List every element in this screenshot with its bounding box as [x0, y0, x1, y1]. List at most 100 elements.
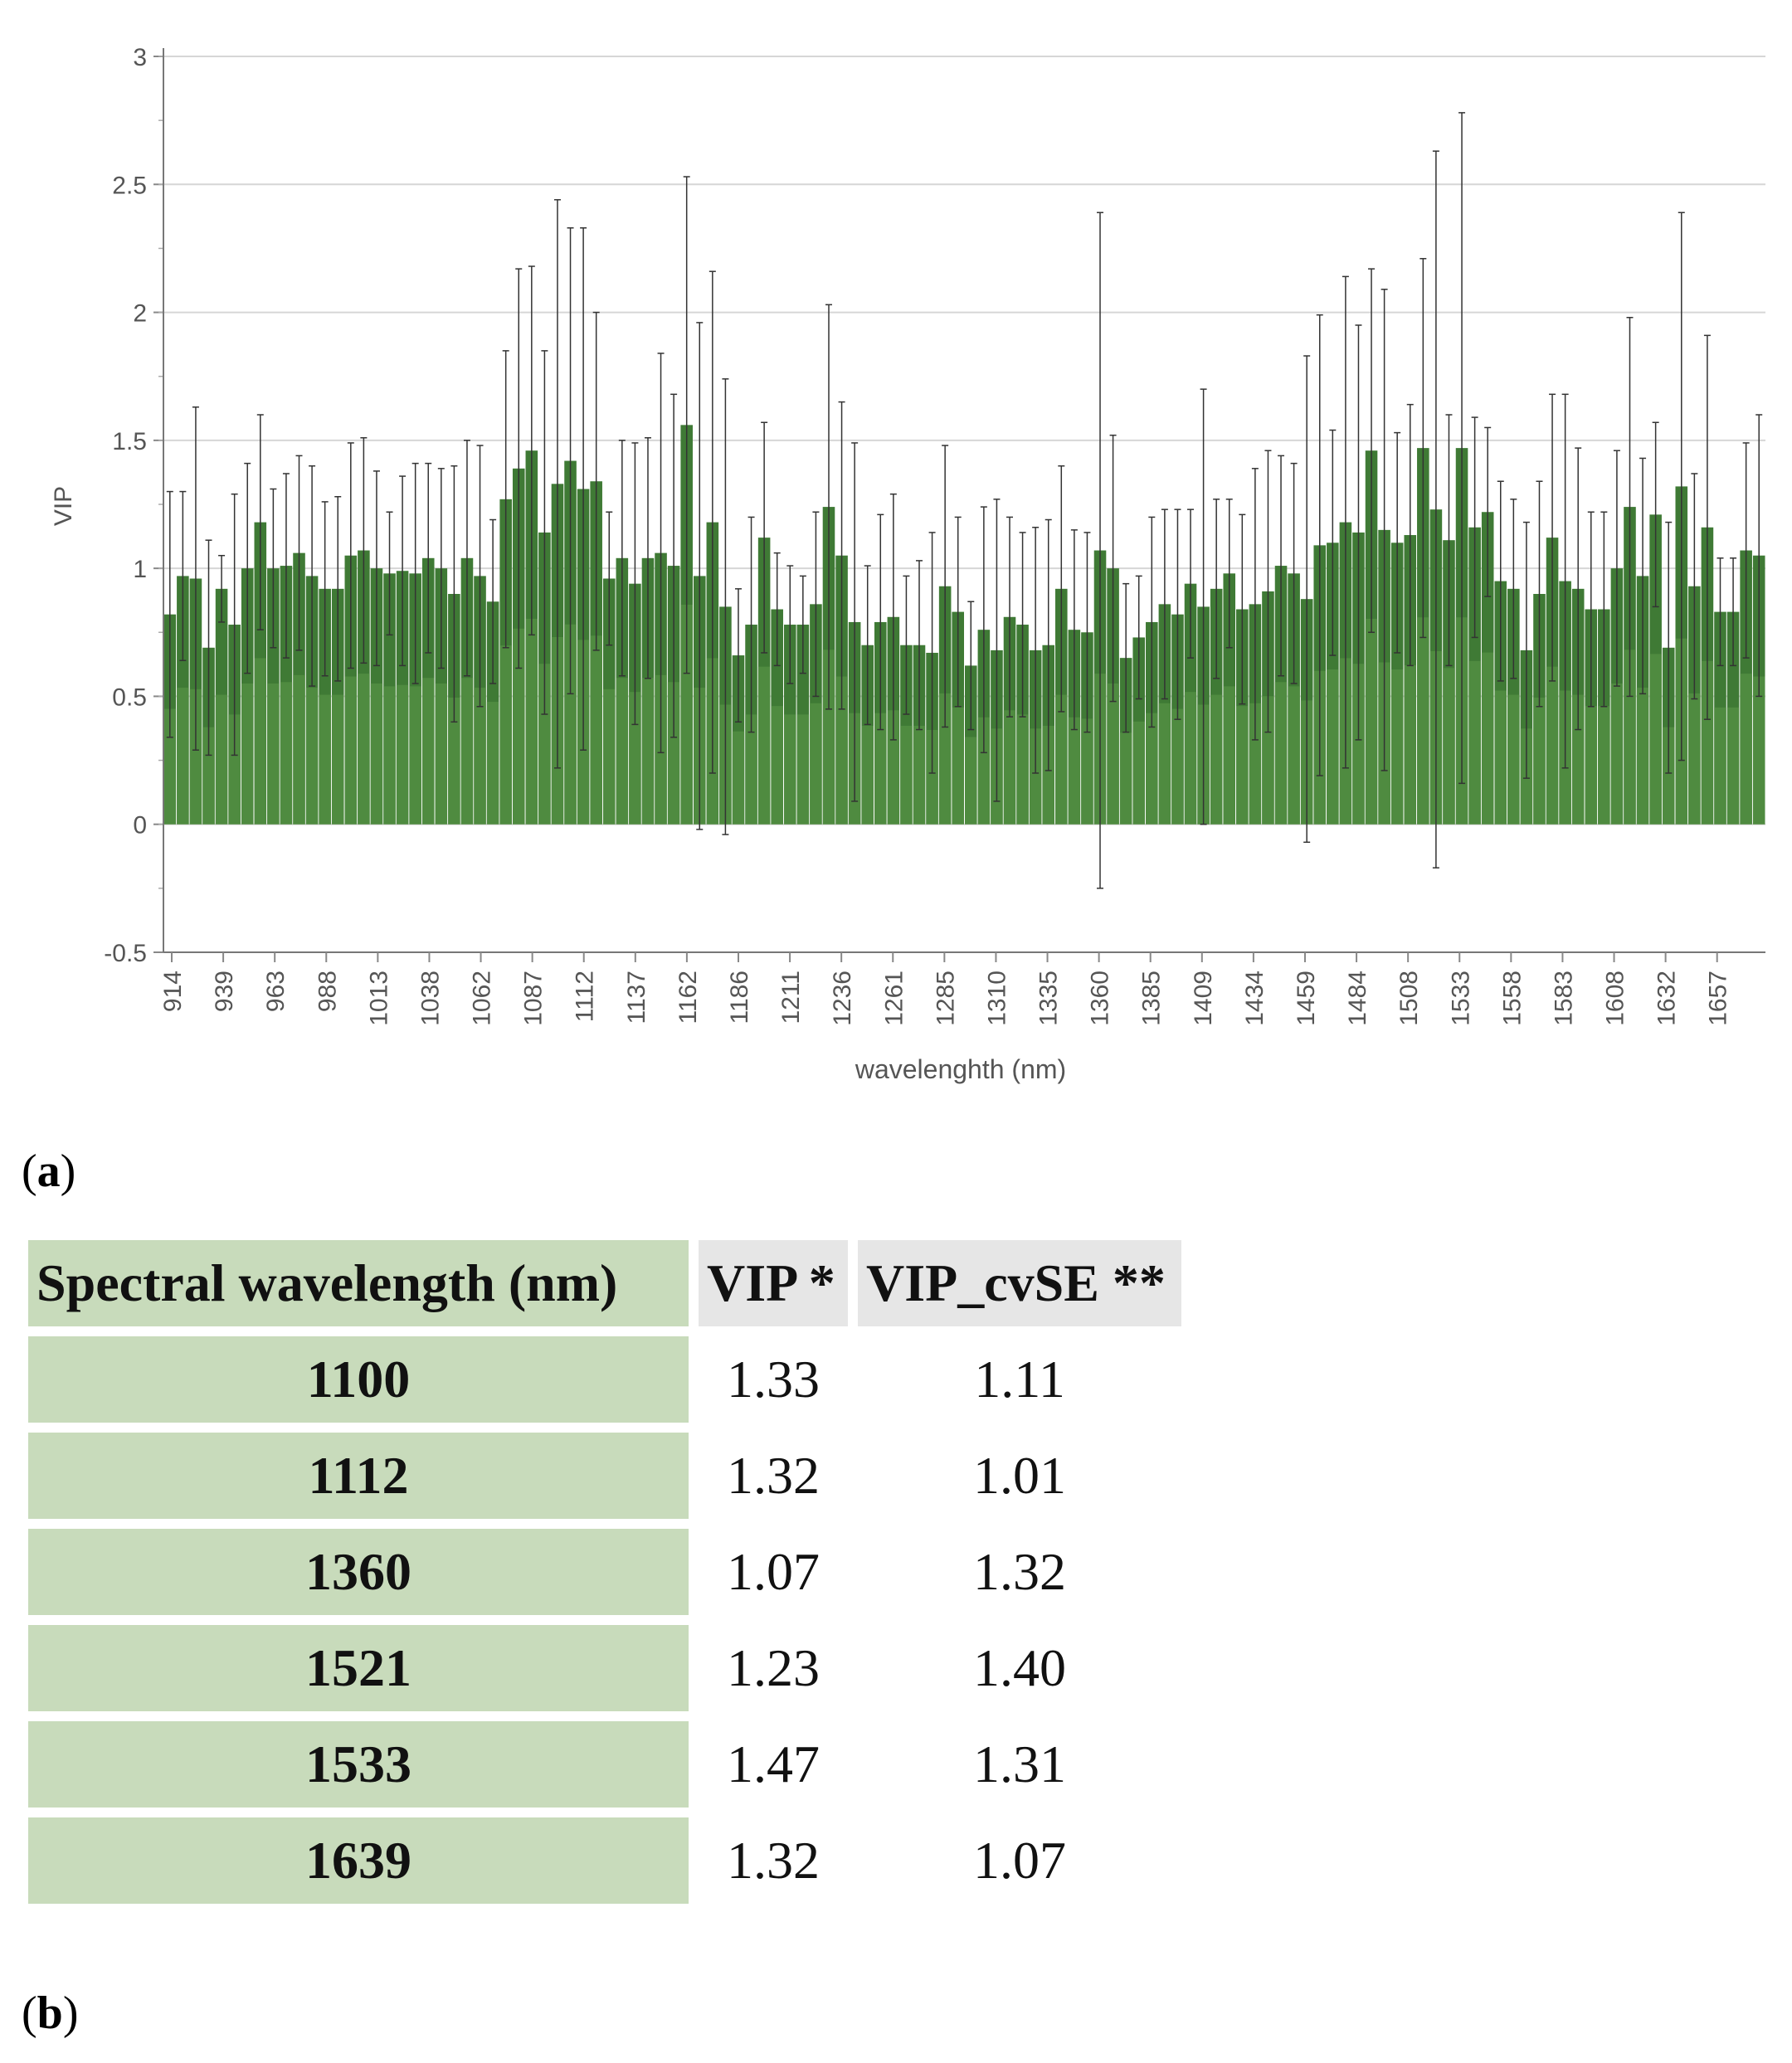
- x-tick-label: 963: [262, 971, 290, 1012]
- bar-highlight: [1119, 732, 1132, 825]
- bar-highlight: [1107, 684, 1119, 825]
- error-bar: [347, 442, 354, 669]
- error-bar: [1703, 334, 1711, 720]
- bar: [745, 625, 757, 825]
- bar-highlight: [745, 714, 757, 825]
- bar: [1223, 573, 1236, 825]
- error-bar: [799, 575, 806, 674]
- bar: [228, 625, 241, 825]
- error-bar: [670, 393, 678, 738]
- error-bar: [437, 468, 445, 669]
- error-bar: [877, 513, 884, 731]
- bar: [1468, 527, 1481, 825]
- bar-highlight: [1701, 660, 1714, 825]
- error-bar: [256, 414, 264, 630]
- table-row: 1521 1.23 1.40: [28, 1625, 1181, 1711]
- error-bar: [747, 516, 755, 733]
- error-bar: [553, 199, 561, 769]
- error-bar: [592, 311, 600, 651]
- bar-highlight: [228, 714, 241, 825]
- error-bar: [309, 465, 316, 687]
- bar-highlight: [1068, 717, 1081, 825]
- bar-highlight: [1055, 694, 1068, 825]
- bar: [409, 573, 421, 825]
- vip-bar-chart: -0.5 0 0.5 1 1.5 2 2.5 3 914 939 963 988 1013 1038 106…: [50, 44, 1765, 1084]
- y-tick-label: 2.5: [112, 172, 147, 199]
- bar-highlight: [1752, 676, 1765, 825]
- bar: [241, 568, 254, 825]
- cell-vip: 1.23: [727, 1638, 820, 1697]
- bar-highlight: [1288, 686, 1300, 825]
- error-bar: [864, 565, 871, 726]
- error-bar: [231, 493, 238, 757]
- error-bar: [657, 353, 665, 754]
- bar-highlight: [1714, 707, 1726, 825]
- x-tick-label: 939: [211, 971, 238, 1012]
- cell-vip-cvse: 1.31: [973, 1735, 1066, 1793]
- error-bar: [334, 495, 342, 682]
- bar-highlight: [757, 666, 771, 825]
- bar-highlight: [421, 678, 435, 825]
- x-tick-label: 1583: [1550, 971, 1577, 1026]
- x-tick-label: 1062: [469, 971, 496, 1026]
- x-tick-label: 914: [159, 971, 187, 1012]
- table-row: 1639 1.32 1.07: [28, 1817, 1181, 1904]
- error-bar: [1626, 316, 1634, 698]
- x-tick-label: 1409: [1190, 971, 1217, 1026]
- cell-wavelength: 1533: [28, 1721, 689, 1808]
- error-bar: [1058, 465, 1065, 713]
- x-tick-label: 1558: [1498, 971, 1526, 1026]
- cell-wavelength: 1521: [28, 1625, 689, 1711]
- error-bar: [1316, 314, 1323, 776]
- bar-highlight: [796, 714, 810, 825]
- bar-highlight: [680, 604, 693, 825]
- bar-highlight: [474, 688, 486, 825]
- x-tick-label: 1533: [1447, 971, 1474, 1026]
- x-tick-label: 1236: [829, 971, 856, 1026]
- error-bar: [1522, 521, 1530, 779]
- bar: [331, 588, 344, 825]
- error-bar: [541, 350, 548, 715]
- bar-highlight: [1585, 706, 1598, 825]
- y-tick-label: 1.5: [112, 428, 147, 455]
- x-tick-label: 1335: [1035, 971, 1063, 1026]
- bar-highlight: [1249, 703, 1262, 825]
- bar: [460, 557, 474, 825]
- bar: [1481, 512, 1494, 825]
- cell-vip: 1.33: [727, 1350, 820, 1409]
- header-vip: VIP *: [699, 1240, 848, 1326]
- error-bar: [1652, 421, 1659, 608]
- bar: [1507, 588, 1520, 825]
- bar-highlight: [525, 618, 538, 825]
- bar-highlight: [616, 678, 629, 825]
- error-bar: [812, 511, 820, 698]
- error-bar: [1109, 434, 1117, 703]
- error-bar: [1691, 473, 1698, 700]
- error-bar: [1161, 508, 1168, 700]
- header-vip-cvse: VIP_cvSE **: [858, 1240, 1181, 1326]
- cell-vip-cvse: 1.01: [973, 1446, 1066, 1505]
- error-bar: [502, 350, 509, 649]
- x-tick-label: 1038: [416, 971, 444, 1026]
- error-bar: [618, 440, 626, 677]
- error-bar: [1561, 393, 1569, 769]
- error-bar: [761, 421, 768, 654]
- cell-vip: 1.32: [727, 1831, 820, 1890]
- error-bar: [1575, 447, 1582, 731]
- bar-highlight: [926, 730, 938, 825]
- error-bar: [709, 270, 716, 774]
- bar-highlight: [499, 645, 512, 825]
- x-tick-label: 1013: [365, 971, 392, 1026]
- table-header-row: Spectral wavelength (nm) VIP * VIP_cvSE …: [28, 1240, 1181, 1326]
- bar-highlight: [241, 684, 254, 825]
- bar: [293, 552, 305, 825]
- error-bar: [1419, 258, 1427, 639]
- error-bar: [1083, 532, 1091, 733]
- error-bar: [373, 470, 380, 667]
- bar-highlight: [215, 694, 228, 825]
- bar: [1404, 535, 1417, 825]
- bar: [1494, 581, 1507, 825]
- bar: [783, 625, 796, 825]
- error-bar: [1613, 450, 1620, 687]
- bar: [344, 555, 358, 825]
